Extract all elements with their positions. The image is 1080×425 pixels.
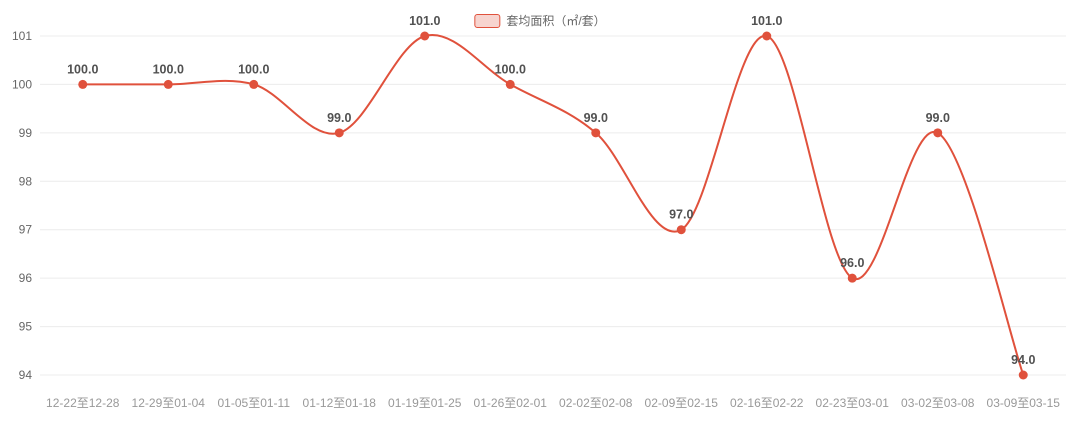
data-label: 100.0 bbox=[153, 62, 184, 76]
x-tick-label: 02-16至02-22 bbox=[730, 396, 804, 410]
data-point[interactable] bbox=[676, 225, 686, 235]
data-label: 101.0 bbox=[409, 14, 440, 28]
data-label: 101.0 bbox=[751, 14, 782, 28]
data-point[interactable] bbox=[762, 31, 772, 41]
data-point[interactable] bbox=[847, 273, 857, 283]
x-tick-label: 03-02至03-08 bbox=[901, 396, 975, 410]
data-point[interactable] bbox=[420, 31, 430, 41]
y-tick-label: 95 bbox=[19, 320, 33, 334]
data-label: 96.0 bbox=[840, 256, 864, 270]
data-label: 99.0 bbox=[327, 111, 351, 125]
data-label: 94.0 bbox=[1011, 353, 1035, 367]
data-point[interactable] bbox=[78, 79, 88, 89]
data-label: 99.0 bbox=[926, 111, 950, 125]
data-label: 97.0 bbox=[669, 208, 693, 222]
data-point[interactable] bbox=[249, 79, 259, 89]
data-point[interactable] bbox=[933, 128, 943, 138]
data-point[interactable] bbox=[591, 128, 601, 138]
data-label: 99.0 bbox=[584, 111, 608, 125]
data-point[interactable] bbox=[1018, 370, 1028, 380]
y-tick-label: 98 bbox=[19, 174, 33, 188]
y-tick-label: 97 bbox=[19, 223, 33, 237]
y-tick-label: 99 bbox=[19, 126, 33, 140]
x-tick-label: 01-12至01-18 bbox=[303, 396, 377, 410]
legend-swatch-icon bbox=[474, 13, 501, 28]
series-line bbox=[82, 33, 1025, 376]
y-tick-label: 94 bbox=[19, 368, 33, 382]
legend-label: 套均面积（㎡/套） bbox=[506, 14, 606, 28]
data-label: 100.0 bbox=[238, 62, 269, 76]
data-point[interactable] bbox=[505, 79, 515, 89]
data-label: 100.0 bbox=[495, 62, 526, 76]
x-tick-label: 01-26至02-01 bbox=[474, 396, 548, 410]
x-tick-label: 01-05至01-11 bbox=[218, 396, 291, 410]
y-tick-label: 101 bbox=[12, 29, 32, 43]
data-point[interactable] bbox=[334, 128, 344, 138]
legend[interactable]: 套均面积（㎡/套） bbox=[474, 12, 606, 29]
x-tick-label: 02-02至02-08 bbox=[559, 396, 633, 410]
data-point[interactable] bbox=[163, 79, 173, 89]
x-tick-label: 03-09至03-15 bbox=[987, 396, 1061, 410]
x-tick-label: 12-29至01-04 bbox=[132, 396, 206, 410]
data-label: 100.0 bbox=[67, 62, 98, 76]
y-tick-label: 96 bbox=[19, 271, 33, 285]
y-tick-label: 100 bbox=[12, 77, 32, 91]
x-tick-label: 02-23至03-01 bbox=[816, 396, 890, 410]
x-tick-label: 12-22至12-28 bbox=[46, 396, 120, 410]
x-tick-label: 01-19至01-25 bbox=[388, 396, 462, 410]
x-tick-label: 02-09至02-15 bbox=[645, 396, 719, 410]
